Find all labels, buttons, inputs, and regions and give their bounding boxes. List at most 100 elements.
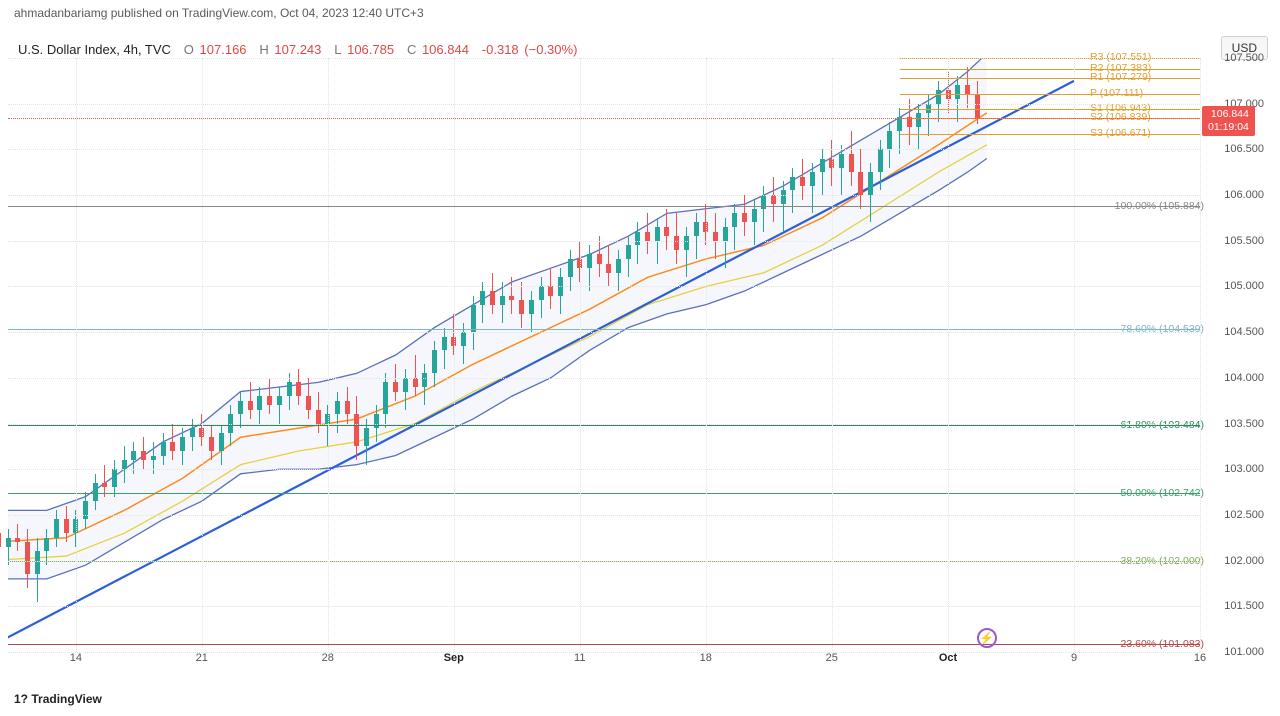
candle <box>15 524 20 551</box>
candle <box>422 364 427 405</box>
candle <box>161 433 166 465</box>
x-tick: 14 <box>70 652 82 664</box>
candle <box>170 424 175 461</box>
candle <box>112 460 117 497</box>
candle <box>684 227 689 277</box>
candle <box>35 538 40 602</box>
candle <box>306 378 311 419</box>
y-tick: 106.500 <box>1224 143 1264 155</box>
candle <box>645 213 650 254</box>
y-tick: 102.000 <box>1224 555 1264 567</box>
candle <box>800 159 805 200</box>
candle <box>936 81 941 122</box>
c-value: 106.844 <box>422 42 469 57</box>
candle <box>606 245 611 286</box>
y-axis: 107.500107.000106.500106.000105.500105.0… <box>1200 58 1272 652</box>
candle <box>839 145 844 195</box>
y-tick: 105.000 <box>1224 280 1264 292</box>
candle <box>548 268 553 309</box>
tradingview-logo: 1? TradingView <box>14 692 102 706</box>
candle <box>820 149 825 195</box>
o-label: O <box>184 42 194 57</box>
candle <box>965 67 970 108</box>
x-tick: 16 <box>1194 652 1206 664</box>
candle <box>519 282 524 328</box>
candle <box>713 213 718 259</box>
y-tick: 105.500 <box>1224 235 1264 247</box>
candle <box>267 378 272 415</box>
candle <box>887 122 892 168</box>
candle <box>916 104 921 150</box>
y-tick: 101.500 <box>1224 600 1264 612</box>
candle <box>413 355 418 396</box>
y-tick: 102.500 <box>1224 509 1264 521</box>
fib-label: 23.60% (101.083) <box>1121 638 1204 650</box>
candle <box>771 177 776 223</box>
candle <box>558 268 563 314</box>
candle <box>539 277 544 318</box>
candle <box>219 424 224 465</box>
candle <box>480 282 485 323</box>
candle <box>25 529 30 588</box>
candle <box>141 437 146 469</box>
h-value: 107.243 <box>274 42 321 57</box>
fib-line: 78.60% (104.539) <box>8 329 1200 330</box>
candle <box>296 369 301 406</box>
pivot-line <box>900 78 1200 79</box>
chart-plot-area[interactable] <box>8 58 1200 652</box>
candle <box>432 341 437 387</box>
fib-line: 61.80% (103.484) <box>8 425 1200 426</box>
l-value: 106.785 <box>347 42 394 57</box>
candle <box>568 250 573 291</box>
countdown-value: 01:19:04 <box>1208 121 1249 134</box>
candle <box>761 186 766 232</box>
x-tick: Sep <box>444 652 464 664</box>
candle <box>868 163 873 222</box>
l-label: L <box>334 42 341 57</box>
candle <box>635 222 640 263</box>
y-tick: 104.500 <box>1224 326 1264 338</box>
pivot-line <box>900 134 1200 135</box>
candle <box>597 236 602 277</box>
candle <box>500 282 505 323</box>
candle <box>442 328 447 369</box>
last-price-line <box>8 118 1200 119</box>
fib-line: 50.00% (102.742) <box>8 493 1200 494</box>
fib-line: 100.00% (105.884) <box>8 206 1200 207</box>
candle <box>316 392 321 433</box>
x-tick: 18 <box>700 652 712 664</box>
candle <box>849 131 854 186</box>
change-value: -0.318 <box>482 42 519 57</box>
x-tick: 11 <box>574 652 585 664</box>
pivot-line <box>900 94 1200 95</box>
candle <box>471 296 476 351</box>
y-tick: 103.500 <box>1224 418 1264 430</box>
fib-label: 100.00% (105.884) <box>1115 200 1204 212</box>
candle <box>0 519 1 556</box>
pivot-label: P (107.111) <box>1090 87 1143 99</box>
candle <box>509 277 514 314</box>
candle <box>955 76 960 122</box>
pivot-line <box>900 109 1200 110</box>
candle <box>674 213 679 263</box>
candle <box>926 95 931 136</box>
pivot-label: R1 (107.279) <box>1090 71 1151 83</box>
candle <box>723 218 728 268</box>
candle <box>354 396 359 460</box>
candle <box>626 236 631 277</box>
candle <box>907 99 912 145</box>
fib-label: 50.00% (102.742) <box>1121 487 1204 499</box>
candle <box>122 446 127 483</box>
flash-icon[interactable]: ⚡ <box>977 628 997 648</box>
change-pct: (−0.30%) <box>524 42 577 57</box>
candle <box>248 382 253 419</box>
x-axis: 142128Sep111825Oct916 <box>8 652 1200 672</box>
candle <box>694 213 699 259</box>
x-tick: 25 <box>826 652 838 664</box>
fib-label: 61.80% (103.484) <box>1121 419 1204 431</box>
candle <box>257 387 262 424</box>
y-tick: 104.000 <box>1224 372 1264 384</box>
y-tick: 103.000 <box>1224 463 1264 475</box>
candle <box>209 424 214 461</box>
candle <box>383 373 388 428</box>
